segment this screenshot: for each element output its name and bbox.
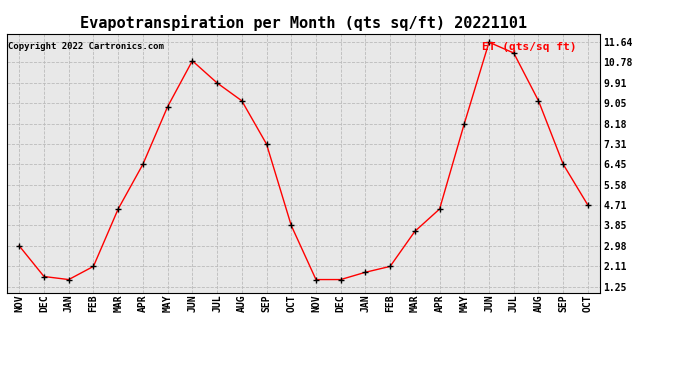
Title: Evapotranspiration per Month (qts sq/ft) 20221101: Evapotranspiration per Month (qts sq/ft)… bbox=[80, 15, 527, 31]
Text: ET (qts/sq ft): ET (qts/sq ft) bbox=[482, 42, 577, 51]
Text: Copyright 2022 Cartronics.com: Copyright 2022 Cartronics.com bbox=[8, 42, 164, 51]
